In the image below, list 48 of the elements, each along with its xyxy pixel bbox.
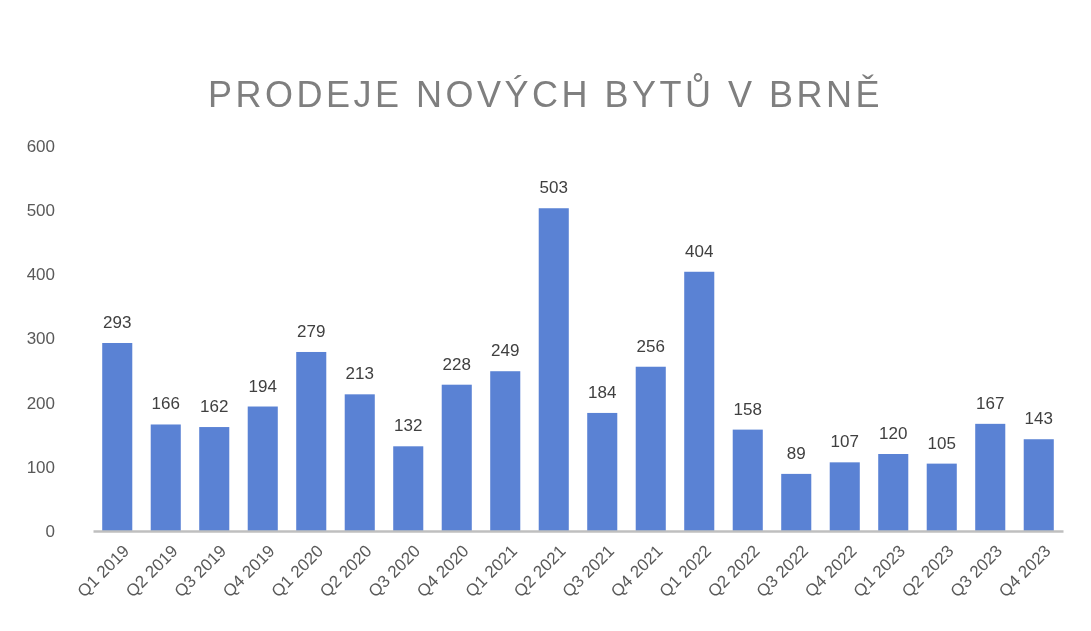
- chart-title: PRODEJE NOVÝCH BYTŮ V BRNĚ: [207, 73, 884, 115]
- bar: [102, 342, 133, 531]
- bar: [247, 406, 278, 531]
- data-label: 184: [588, 382, 617, 402]
- data-label: 107: [830, 432, 859, 452]
- bar: [781, 473, 812, 531]
- bar: [490, 371, 521, 531]
- data-label: 503: [539, 178, 568, 198]
- bar: [296, 351, 327, 531]
- data-label: 166: [151, 394, 180, 414]
- y-tick-label: 500: [26, 201, 55, 221]
- bar: [878, 454, 909, 531]
- data-label: 279: [297, 321, 326, 341]
- bar: [732, 429, 763, 531]
- bar: [150, 424, 181, 531]
- bar: [829, 462, 860, 531]
- bar: [635, 366, 666, 531]
- bar: [199, 427, 230, 531]
- data-label: 105: [927, 433, 956, 453]
- bar: [538, 208, 569, 531]
- data-label: 89: [786, 443, 806, 463]
- data-label: 158: [733, 399, 762, 419]
- data-label: 293: [103, 312, 132, 332]
- y-tick-label: 300: [26, 329, 55, 349]
- bar: [393, 446, 424, 531]
- bar: [975, 423, 1006, 531]
- y-tick-label: 100: [26, 457, 55, 477]
- y-tick-label: 200: [26, 393, 55, 413]
- bar: [1023, 439, 1054, 531]
- data-label: 167: [976, 393, 1005, 413]
- data-label: 120: [879, 424, 908, 443]
- y-tick-label: 0: [45, 521, 55, 541]
- bar: [441, 384, 472, 531]
- bar: [587, 412, 618, 531]
- y-tick-label: 600: [26, 136, 55, 156]
- bar: [684, 271, 715, 531]
- bar: [926, 463, 957, 531]
- y-tick-label: 400: [26, 265, 55, 285]
- data-label: 132: [394, 416, 423, 436]
- data-label: 162: [200, 397, 229, 417]
- data-label: 213: [345, 364, 374, 384]
- data-label: 194: [248, 376, 277, 396]
- data-label: 256: [636, 336, 665, 356]
- bar: [344, 394, 375, 531]
- data-label: 249: [491, 341, 520, 361]
- data-label: 404: [685, 241, 714, 261]
- data-label: 143: [1024, 409, 1053, 429]
- data-label: 228: [442, 354, 471, 374]
